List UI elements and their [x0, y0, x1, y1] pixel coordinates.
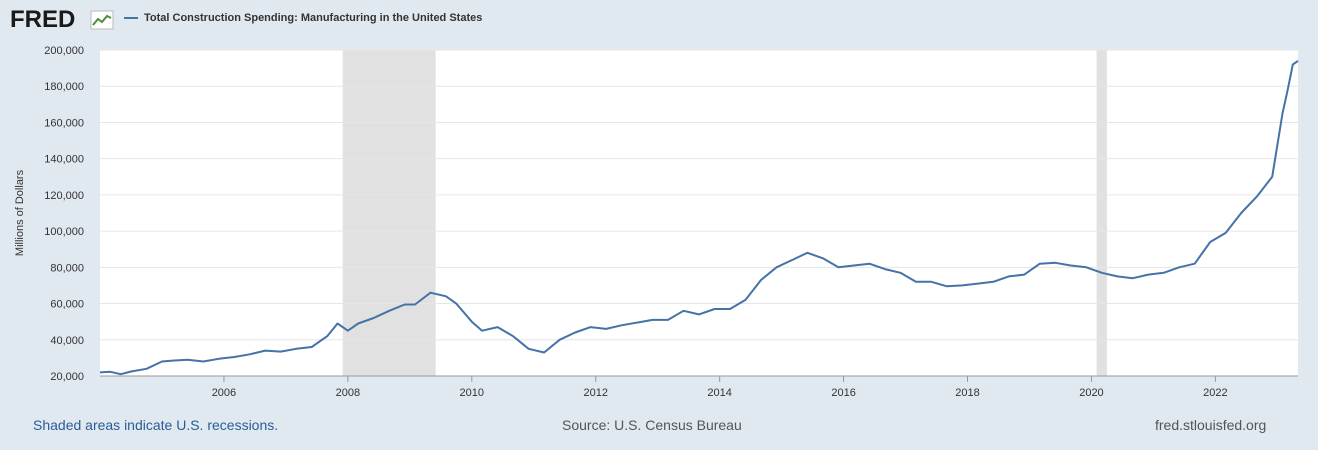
y-tick-label: 40,000: [50, 335, 84, 347]
recession-band: [1096, 50, 1107, 376]
legend-label: Total Construction Spending: Manufacturi…: [144, 12, 483, 24]
y-tick-label: 120,000: [44, 190, 84, 202]
source-note: Source: U.S. Census Bureau: [562, 417, 742, 433]
y-axis-label: Millions of Dollars: [14, 169, 26, 256]
y-tick-label: 60,000: [50, 299, 84, 311]
legend: Total Construction Spending: Manufacturi…: [124, 12, 482, 24]
x-tick-label: 2012: [583, 387, 607, 399]
recession-band: [342, 50, 436, 376]
x-tick-label: 2020: [1079, 387, 1103, 399]
fred-chart-logo-icon: [90, 10, 114, 30]
y-tick-label: 200,000: [44, 45, 84, 57]
x-tick-label: 2010: [460, 387, 484, 399]
series-line: [99, 60, 1299, 376]
y-tick-label: 100,000: [44, 226, 84, 238]
x-tick-label: 2008: [336, 387, 360, 399]
x-tick-label: 2014: [707, 387, 731, 399]
y-tick-label: 80,000: [50, 262, 84, 274]
fred-logo[interactable]: FRED: [10, 6, 114, 34]
line-chart[interactable]: 20,000 40,000 60,000 80,000 100,000 120,000 14…: [0, 40, 1318, 400]
y-tick-label: 140,000: [44, 154, 84, 166]
chart-header: FRED Total Construction Spending: Manufa…: [0, 0, 1318, 40]
x-tick-label: 2016: [831, 387, 855, 399]
legend-swatch: [124, 17, 138, 19]
logo-text: FRED: [10, 6, 76, 33]
site-link[interactable]: fred.stlouisfed.org: [1155, 417, 1267, 433]
recession-note[interactable]: Shaded areas indicate U.S. recessions.: [33, 417, 279, 433]
y-tick-label: 20,000: [50, 371, 84, 383]
x-tick-label: 2022: [1203, 387, 1227, 399]
x-tick-label: 2018: [955, 387, 979, 399]
plot-background: [100, 50, 1298, 376]
x-tick-label: 2006: [212, 387, 236, 399]
y-tick-label: 180,000: [44, 81, 84, 93]
y-tick-label: 160,000: [44, 117, 84, 129]
chart-area: 20,000 40,000 60,000 80,000 100,000 120,000 14…: [0, 40, 1318, 400]
